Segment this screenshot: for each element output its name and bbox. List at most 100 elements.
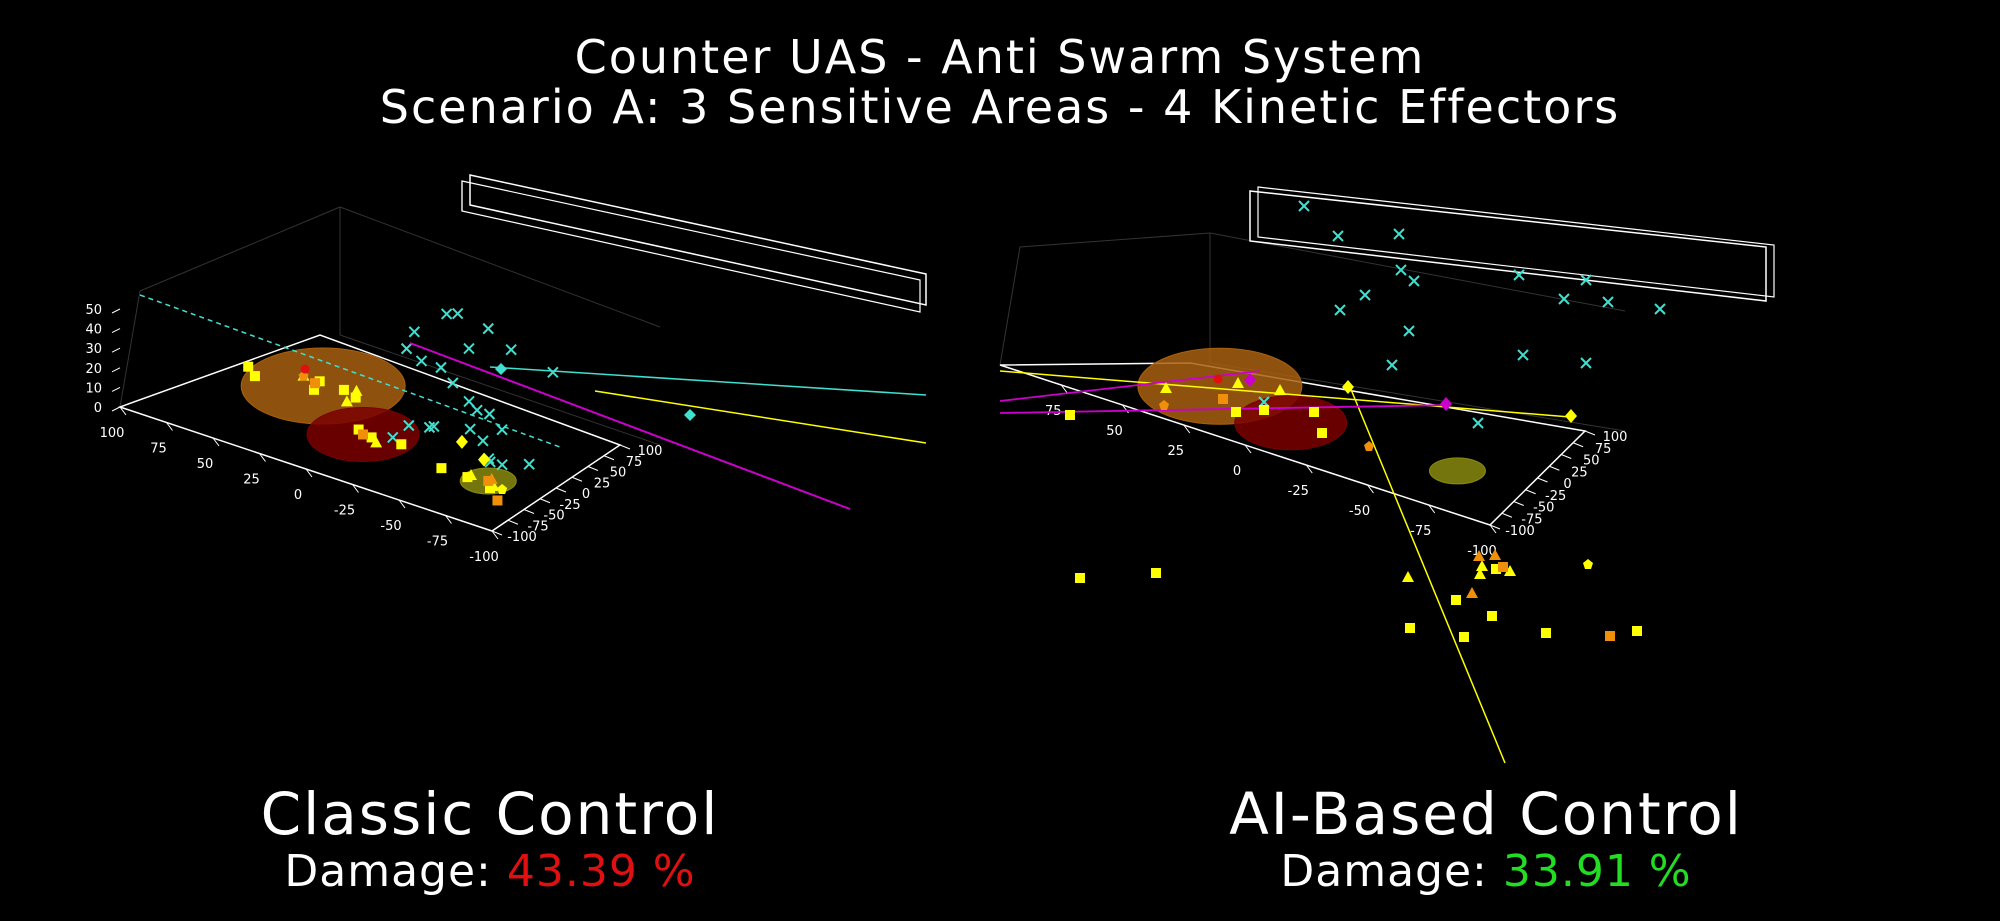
bad-circle-marker <box>300 364 310 374</box>
effector-square-marker <box>243 361 254 372</box>
drone-x-marker <box>387 431 399 444</box>
marker-x <box>1580 274 1592 286</box>
drone-x-marker <box>447 377 459 389</box>
y-tick <box>603 455 615 461</box>
marker-sq <box>1491 564 1501 574</box>
y-tick-label: -100 <box>1505 524 1535 539</box>
marker-tri <box>1402 571 1414 582</box>
z-tick-label: 0 <box>94 401 102 416</box>
y-tick-label: 50 <box>1583 454 1600 469</box>
y-tick-label: -50 <box>1533 501 1554 516</box>
marker-pent <box>1583 559 1593 569</box>
z-tick-label: 10 <box>85 381 102 396</box>
y-tick <box>539 498 551 504</box>
y-tick <box>1549 465 1560 471</box>
trajectory-magenta <box>409 342 851 510</box>
marker-sq <box>1317 428 1327 438</box>
marker-x <box>1395 264 1407 276</box>
drone-x-marker <box>483 408 496 420</box>
marker-sq <box>1151 568 1161 578</box>
spawn-region-box <box>461 180 921 313</box>
marker-dia <box>1440 397 1452 411</box>
x-tick-label: 50 <box>1106 424 1123 439</box>
x-tick <box>1305 464 1313 474</box>
effector-square-marker <box>249 371 260 382</box>
effector-square-marker <box>366 432 377 443</box>
y-tick-label: 100 <box>1603 430 1628 445</box>
x-tick-label: -100 <box>1467 544 1497 559</box>
marker-tri <box>1160 382 1172 393</box>
drone-x-marker <box>496 458 508 471</box>
marker-x <box>1472 417 1484 429</box>
marker-tri <box>1504 565 1516 576</box>
x-tick-label: 25 <box>1167 444 1184 459</box>
chart-subtitle: Scenario A: 3 Sensitive Areas - 4 Kineti… <box>379 80 1621 134</box>
marker-x <box>1408 275 1420 287</box>
x-tick-label: -75 <box>427 535 448 550</box>
chart-title: Counter UAS - Anti Swarm System <box>574 30 1426 84</box>
spawn-region-box <box>1257 186 1775 298</box>
damage-value: 43.39 % <box>506 846 696 897</box>
axis-pane-edge <box>339 334 661 446</box>
marker-sq <box>1309 407 1319 417</box>
drone-x-marker <box>547 366 559 378</box>
marker-dia <box>1342 380 1354 394</box>
drone-x-marker <box>440 308 453 320</box>
marker-pent <box>1159 400 1169 410</box>
drone-x-marker <box>463 395 475 408</box>
x-tick-label: -50 <box>1349 504 1370 519</box>
marker-sq <box>1498 562 1508 572</box>
drone-x-marker <box>464 423 476 435</box>
marker-x <box>1517 349 1529 361</box>
y-tick-label: 0 <box>1563 477 1571 492</box>
x-tick <box>1060 384 1068 394</box>
x-tick-label: 0 <box>1233 464 1241 479</box>
marker-x <box>1558 293 1570 305</box>
effector-triangle-marker <box>465 469 477 480</box>
drone-x-marker <box>463 342 475 355</box>
marker-sq <box>1632 626 1642 636</box>
z-tick-label: 30 <box>85 342 102 357</box>
marker-sq <box>1541 628 1551 638</box>
plot-panel-ai: -100 -75 -50 -25 0 25 50 75 -100 -75 -50 -25 0 25 50 75… <box>999 175 1990 775</box>
y-tick <box>587 466 599 471</box>
x-tick <box>1122 404 1129 414</box>
drone-x-marker <box>428 420 440 433</box>
y-tick-label: -50 <box>543 509 564 524</box>
axis-pane-edge <box>1209 232 1626 312</box>
x-tick <box>212 437 220 447</box>
marker-x <box>1332 230 1344 242</box>
x-tick <box>1183 424 1191 434</box>
effector-pentagon-marker <box>497 483 508 494</box>
x-tick-label: -50 <box>380 519 401 534</box>
effector-diamond-marker <box>478 452 491 467</box>
x-tick-label: -25 <box>334 504 355 519</box>
z-tick <box>111 406 121 412</box>
marker-x <box>1654 303 1666 315</box>
spawn-region-box <box>1249 190 1767 302</box>
3d-scatter-ai: -100-75-50-250255075-100-75-50-250255075… <box>999 186 1775 764</box>
y-tick-label: -25 <box>1545 489 1566 504</box>
x-tick-label: 75 <box>150 442 167 457</box>
marker-tri <box>1274 384 1286 395</box>
x-tick <box>119 406 127 416</box>
drone-x-marker <box>496 423 508 436</box>
marker-x <box>1580 357 1592 369</box>
orange-square-marker <box>310 378 321 389</box>
marker-x <box>1403 325 1415 337</box>
marker-tri <box>1476 560 1488 571</box>
trajectory-cyan <box>489 366 927 396</box>
y-tick-label: 100 <box>638 444 663 459</box>
drone-x-marker <box>415 355 428 367</box>
z-tick <box>111 367 121 373</box>
effector-triangle-marker <box>370 436 383 448</box>
x-tick <box>305 468 313 478</box>
caption-classic: Classic Control Damage: 43.39 % <box>140 780 840 897</box>
effector-triangle-marker <box>487 480 500 492</box>
marker-sq <box>1231 407 1241 417</box>
marker-sq <box>1487 611 1497 621</box>
z-tick-label: 20 <box>85 362 102 377</box>
x-tick <box>445 515 452 524</box>
x-tick-label: -75 <box>1410 524 1431 539</box>
effector-diamond-marker <box>684 409 696 421</box>
